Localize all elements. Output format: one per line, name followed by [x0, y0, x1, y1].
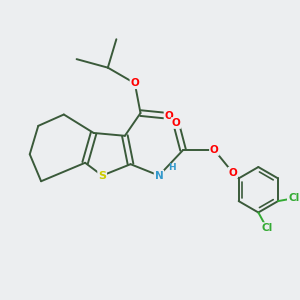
Text: H: H	[168, 163, 176, 172]
Text: Cl: Cl	[261, 223, 272, 233]
Text: O: O	[130, 78, 139, 88]
Text: N: N	[154, 171, 163, 181]
Text: S: S	[98, 171, 106, 181]
Text: O: O	[172, 118, 180, 128]
Text: O: O	[164, 111, 173, 121]
Text: O: O	[210, 145, 219, 155]
Text: Cl: Cl	[288, 193, 299, 203]
Text: O: O	[228, 168, 237, 178]
